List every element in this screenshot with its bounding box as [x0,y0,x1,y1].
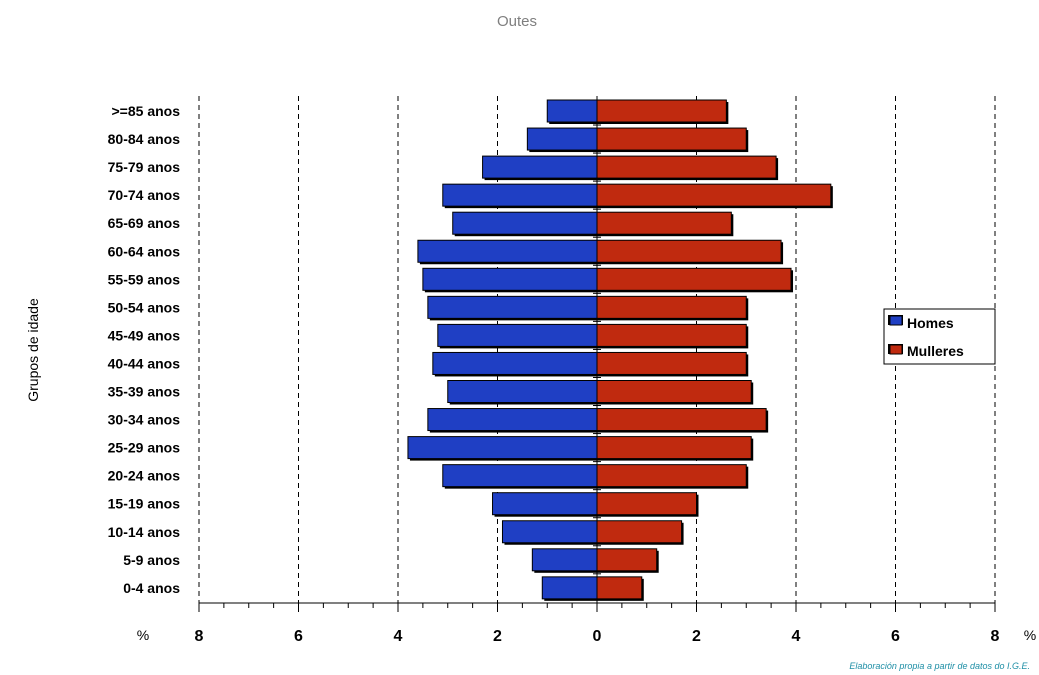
category-label: >=85 anos [112,103,181,119]
bar-homes [452,211,598,235]
bar-homes [427,295,598,319]
category-label: 70-74 anos [108,187,181,203]
source-note: Elaboración propia a partir de datos do … [849,661,1030,671]
bar-mulleres [596,576,643,600]
bar-homes [541,576,598,600]
x-tick-label: 8 [195,628,204,645]
category-label: 5-9 anos [123,552,180,568]
category-label: 15-19 anos [108,496,181,512]
x-tick-label: 4 [792,628,801,645]
bar-homes [417,239,598,263]
category-label: 0-4 anos [123,580,180,596]
bar-mulleres [596,211,732,235]
bar-homes [432,351,598,375]
bars [407,99,833,601]
category-labels: >=85 anos 80-84 anos 75-79 anos 70-74 anos 6… [108,103,181,596]
legend-label-mulleres: Mulleres [907,343,964,359]
x-tick-label: 2 [493,628,502,645]
bar-mulleres [596,323,747,347]
x-axis: 8 6 4 2 0 2 4 6 8 [195,96,1000,645]
category-label: 30-34 anos [108,412,181,428]
bar-mulleres [596,436,752,460]
category-label: 80-84 anos [108,131,181,147]
legend: Homes Mulleres [883,308,996,365]
x-tick-label: 2 [692,628,701,645]
category-label: 60-64 anos [108,243,181,259]
category-label: 40-44 anos [108,355,181,371]
bar-mulleres [596,239,782,263]
legend-label-homes: Homes [907,315,954,331]
bar-homes [437,323,598,347]
category-label: 35-39 anos [108,384,181,400]
bar-mulleres [596,295,747,319]
category-label: 65-69 anos [108,215,181,231]
bar-mulleres [596,492,697,516]
bar-homes [492,492,598,516]
bar-homes [531,548,598,572]
category-label: 10-14 anos [108,524,181,540]
y-axis-label: Grupos de idade [25,298,41,402]
x-unit-right: % [1024,627,1036,643]
bar-mulleres [596,155,777,179]
category-label: 20-24 anos [108,468,181,484]
bar-homes [447,380,598,403]
bar-mulleres [596,464,747,488]
x-tick-label: 6 [891,628,900,645]
x-tick-label: 4 [394,628,403,645]
bar-homes [427,408,598,432]
x-tick-label: 8 [991,628,1000,645]
bar-mulleres [596,408,767,432]
x-tick-label: 0 [593,628,602,645]
bar-mulleres [596,99,727,123]
chart-title: Outes [497,13,537,30]
bar-mulleres [596,380,752,403]
category-label: 25-29 anos [108,440,181,456]
category-label: 45-49 anos [108,327,181,343]
bar-mulleres [596,548,658,572]
x-tick-label: 6 [294,628,303,645]
legend-swatch-mulleres [889,344,903,355]
bar-homes [526,127,598,151]
legend-swatch-homes [889,315,903,326]
bar-homes [422,267,598,291]
category-label: 75-79 anos [108,159,181,175]
bar-homes [407,436,598,460]
bar-homes [442,183,598,207]
x-unit-left: % [137,627,149,643]
bar-homes [482,155,598,179]
bar-mulleres [596,267,792,291]
bar-mulleres [596,351,747,375]
bar-mulleres [596,127,747,151]
category-label: 50-54 anos [108,299,181,315]
bar-homes [501,520,598,544]
bar-homes [546,99,598,123]
bar-mulleres [596,183,832,207]
bar-homes [442,464,598,488]
bar-mulleres [596,520,683,544]
category-label: 55-59 anos [108,271,181,287]
